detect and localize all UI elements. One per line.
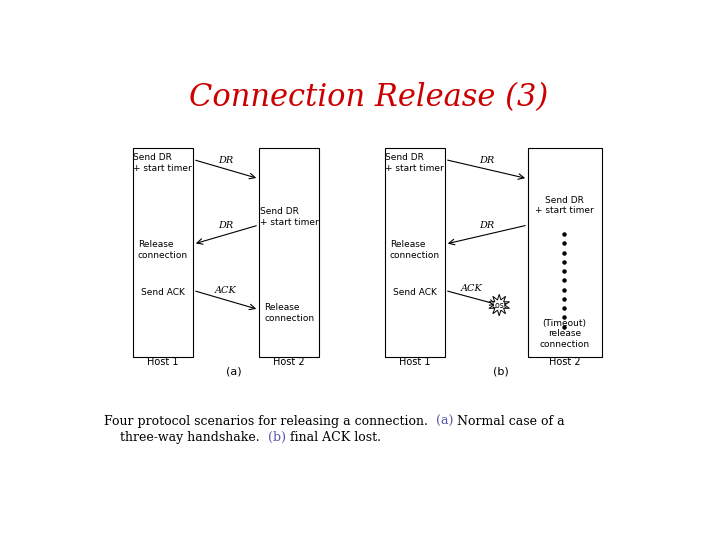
Polygon shape [489,294,510,316]
Text: Host 2: Host 2 [274,356,305,367]
Text: Host 1: Host 1 [147,356,179,367]
Text: DR: DR [218,221,233,230]
Text: Send DR
+ start timer: Send DR + start timer [385,153,444,173]
Text: (Timeout)
release
connection: (Timeout) release connection [539,319,590,349]
Text: Send DR
+ start timer: Send DR + start timer [535,195,594,215]
Text: (a): (a) [225,367,241,376]
Text: Send ACK: Send ACK [141,288,185,297]
Text: (b): (b) [268,431,286,444]
Text: Release
connection: Release connection [138,240,188,260]
Text: DR: DR [479,221,494,230]
Text: DR: DR [218,156,233,165]
Text: Host 1: Host 1 [399,356,431,367]
Text: DR: DR [479,156,494,165]
Text: (b): (b) [493,367,508,376]
Bar [528,148,601,357]
Text: Connection Release (3): Connection Release (3) [189,82,549,113]
Text: (a): (a) [436,415,453,428]
Text: Send DR
+ start timer: Send DR + start timer [133,153,192,173]
Text: Host 2: Host 2 [549,356,580,367]
Text: Release
connection: Release connection [264,303,314,323]
Text: Four protocol scenarios for releasing a connection.: Four protocol scenarios for releasing a … [104,415,436,428]
Bar [132,148,193,357]
Text: Lost: Lost [491,301,507,309]
Text: three-way handshake.: three-way handshake. [104,431,268,444]
Text: Normal case of a: Normal case of a [453,415,564,428]
Text: ACK: ACK [215,286,237,295]
Text: ACK: ACK [462,284,483,293]
Text: final ACK lost.: final ACK lost. [286,431,381,444]
Bar [259,148,320,357]
Text: Send ACK: Send ACK [393,288,436,297]
Text: Release
connection: Release connection [390,240,440,260]
Bar [384,148,445,357]
Text: Send DR
+ start timer: Send DR + start timer [260,207,318,227]
